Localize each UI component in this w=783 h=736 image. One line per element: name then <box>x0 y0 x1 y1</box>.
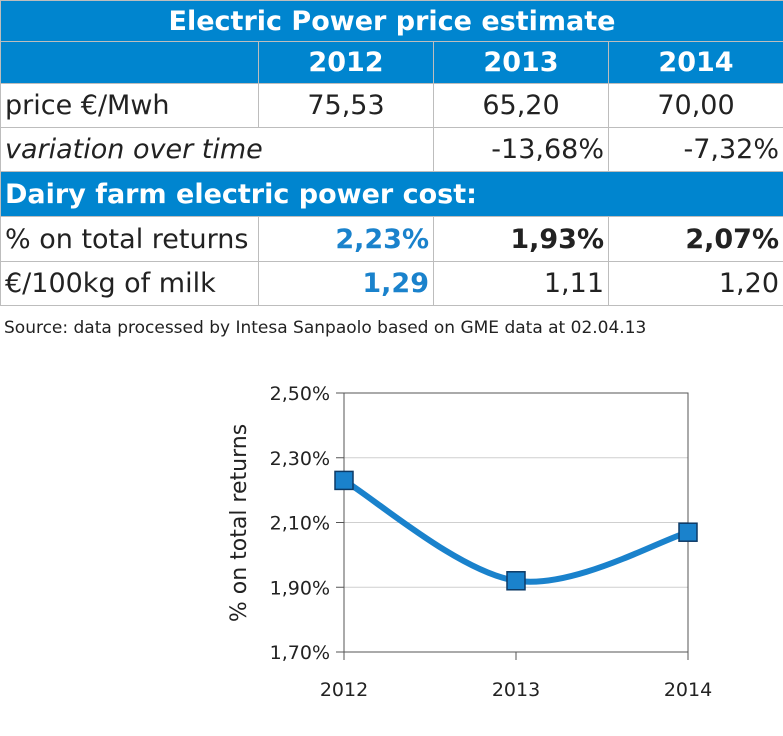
chart-grid <box>344 392 688 653</box>
x-tick-label: 2014 <box>664 679 712 701</box>
returns-2014: 2,07% <box>608 216 783 262</box>
milk-2014: 1,20 <box>608 260 783 307</box>
price-2014: 70,00 <box>608 82 783 128</box>
price-table: Electric Power price estimate 2012 2013 … <box>0 0 783 307</box>
returns-2013: 1,93% <box>433 216 609 262</box>
y-axis-ticks: 1,70% 1,90% 2,10% 2,30% 2,50% <box>270 383 344 664</box>
returns-line-chart: 1,70% 1,90% 2,10% 2,30% 2,50% 2012 2013 2014 %… <box>227 383 712 701</box>
variation-2014: -7,32% <box>608 126 783 173</box>
y-tick-label: 1,70% <box>270 642 330 664</box>
y-tick-label: 2,30% <box>270 448 330 470</box>
source-note: Source: data processed by Intesa Sanpaol… <box>4 318 647 338</box>
section-title: Dairy farm electric power cost: <box>0 171 783 218</box>
returns-2012: 2,23% <box>258 216 434 262</box>
variation-2013: -13,68% <box>433 126 609 173</box>
year-header-2014: 2014 <box>608 41 783 84</box>
data-point-marker <box>678 522 698 542</box>
y-axis-label: % on total returns <box>227 424 252 622</box>
price-2012: 75,53 <box>258 82 434 128</box>
milk-2012: 1,29 <box>258 260 434 307</box>
year-header-empty <box>0 41 259 84</box>
series-markers <box>334 470 698 591</box>
data-point-marker <box>506 571 526 591</box>
year-header-2013: 2013 <box>433 41 609 84</box>
y-tick-label: 2,50% <box>270 383 330 405</box>
year-header-2012: 2012 <box>258 41 434 84</box>
series-line <box>341 477 691 585</box>
y-tick-label: 2,10% <box>270 513 330 535</box>
y-tick-label: 1,90% <box>270 577 330 599</box>
table-title: Electric Power price estimate <box>0 0 783 43</box>
x-tick-label: 2013 <box>492 679 540 701</box>
price-2013: 65,20 <box>433 82 609 128</box>
returns-label: % on total returns <box>0 216 259 262</box>
milk-label: €/100kg of milk <box>0 260 259 307</box>
milk-2013: 1,11 <box>433 260 609 307</box>
variation-label: variation over time <box>0 126 434 173</box>
x-tick-label: 2012 <box>320 679 368 701</box>
x-axis-ticks: 2012 2013 2014 <box>320 652 712 701</box>
price-label: price €/Mwh <box>0 82 259 128</box>
data-point-marker <box>334 470 354 491</box>
